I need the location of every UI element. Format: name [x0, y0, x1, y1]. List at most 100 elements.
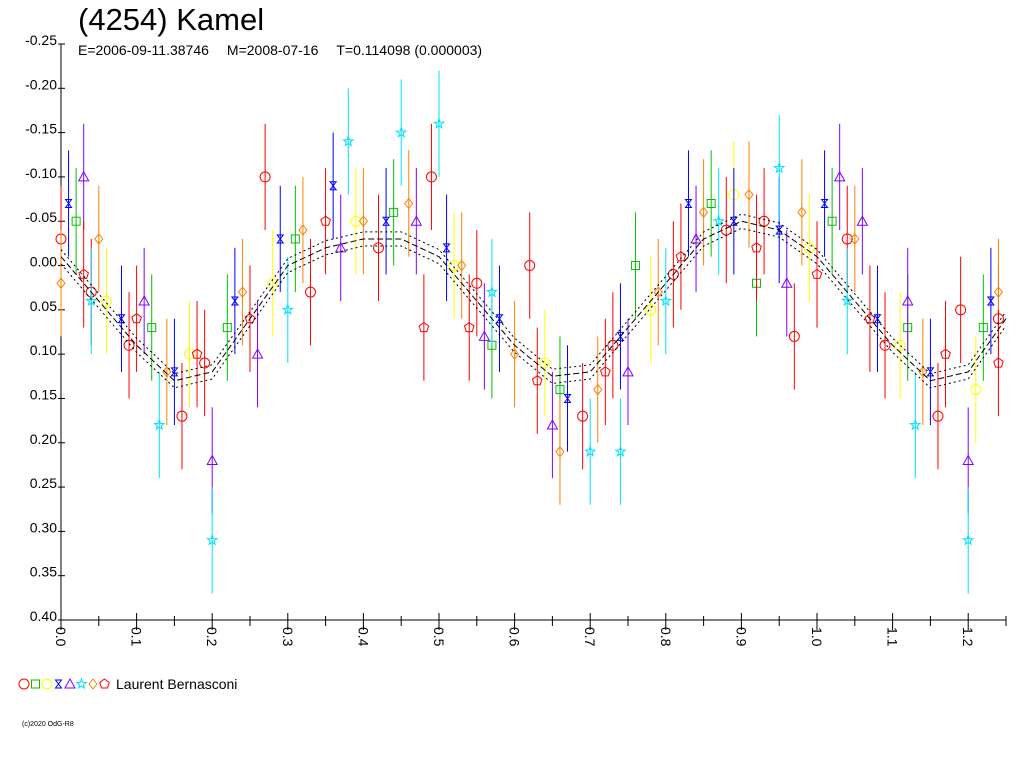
data-point: [425, 171, 437, 183]
data-point: [176, 410, 188, 422]
x-tick-label: 0.9: [733, 627, 749, 647]
y-tick-label: 0.15: [30, 386, 57, 402]
data-point: [593, 383, 603, 396]
data-point: [986, 296, 995, 306]
x-tick-label: 0.4: [355, 627, 371, 647]
epoch-text: E=2006-09-11.38746: [78, 42, 209, 58]
data-point: [251, 348, 264, 359]
data-point: [123, 339, 135, 351]
legend-marker: [88, 678, 98, 690]
data-point: [811, 268, 823, 279]
data-point: [342, 134, 355, 147]
data-point: [170, 367, 179, 377]
data-point: [962, 454, 975, 465]
legend: Laurent Bernasconi: [18, 674, 237, 694]
data-point: [276, 234, 285, 244]
fit-curve-bound: [60, 227, 1007, 389]
fit-curve-bound: [60, 213, 1007, 375]
data-point: [147, 323, 157, 333]
y-tick-label: 0.40: [30, 608, 57, 624]
data-point: [993, 357, 1004, 368]
data-point: [432, 117, 446, 130]
data-point: [645, 304, 657, 316]
data-point: [833, 170, 846, 182]
data-point: [184, 348, 196, 360]
data-point: [410, 215, 423, 226]
data-point: [873, 314, 882, 324]
data-point: [373, 242, 385, 254]
data-point: [85, 294, 98, 307]
x-tick-label: 1.1: [885, 627, 901, 647]
data-point: [961, 533, 975, 546]
y-tick-label: 0.25: [30, 475, 57, 491]
series-8: [78, 168, 1004, 434]
data-point: [71, 216, 81, 226]
data-point: [259, 171, 271, 183]
data-point: [583, 445, 597, 457]
x-tick-label: 0.0: [53, 627, 69, 647]
data-point: [600, 366, 611, 377]
data-point: [290, 234, 300, 244]
x-tick-label: 0.7: [582, 627, 598, 647]
data-point: [955, 304, 967, 316]
data-point: [563, 393, 572, 403]
series-4: [64, 132, 995, 452]
data-point: [850, 233, 860, 245]
data-point: [320, 215, 331, 226]
data-point: [205, 533, 219, 546]
series-1: [55, 123, 1004, 470]
data-point: [555, 385, 565, 395]
data-point: [382, 216, 391, 226]
x-tick-label: 1.2: [960, 627, 976, 647]
data-point: [614, 445, 627, 457]
data-point: [237, 286, 248, 298]
data-point: [712, 214, 725, 227]
data-point: [667, 268, 679, 280]
data-point: [856, 215, 869, 226]
data-point: [879, 339, 891, 351]
data-point: [744, 188, 754, 201]
data-point: [509, 348, 520, 360]
data-point: [820, 199, 829, 209]
data-point: [64, 199, 73, 209]
data-point: [206, 454, 219, 465]
x-tick-label: 0.6: [507, 627, 523, 647]
data-point: [751, 242, 762, 253]
data-point: [827, 216, 837, 226]
data-point: [993, 286, 1004, 298]
y-tick-label: 0.00: [30, 254, 57, 270]
data-point: [199, 357, 211, 369]
data-point: [607, 339, 619, 351]
data-point: [281, 303, 295, 316]
series-3: [100, 141, 982, 443]
data-point: [304, 286, 316, 298]
data-point: [940, 348, 951, 359]
data-point: [659, 294, 673, 307]
legend-marker: [41, 678, 53, 690]
data-point: [841, 294, 854, 307]
data-point: [797, 206, 807, 219]
data-point: [622, 365, 634, 377]
data-point: [478, 330, 491, 341]
data-point: [334, 241, 347, 253]
data-point: [524, 260, 536, 272]
data-point: [56, 277, 66, 290]
x-tick-label: 0.1: [129, 627, 145, 647]
x-tick-label: 1.0: [809, 627, 825, 647]
data-point: [442, 243, 451, 253]
data-point: [298, 224, 308, 236]
data-point: [394, 126, 408, 138]
data-point: [100, 295, 112, 307]
data-point: [138, 294, 151, 306]
legend-marker: [18, 678, 30, 690]
y-tick-label: -0.05: [25, 209, 57, 225]
copyright-text: (c)2020 OdG-R8: [22, 721, 74, 728]
legend-marker: [31, 679, 40, 689]
data-point: [222, 323, 232, 333]
data-point: [546, 419, 559, 430]
y-tick-label: -0.10: [25, 165, 57, 181]
data-point: [653, 286, 663, 298]
y-tick-label: 0.05: [30, 298, 57, 314]
data-point: [970, 384, 982, 396]
chart-title: (4254) Kamel: [78, 2, 265, 37]
